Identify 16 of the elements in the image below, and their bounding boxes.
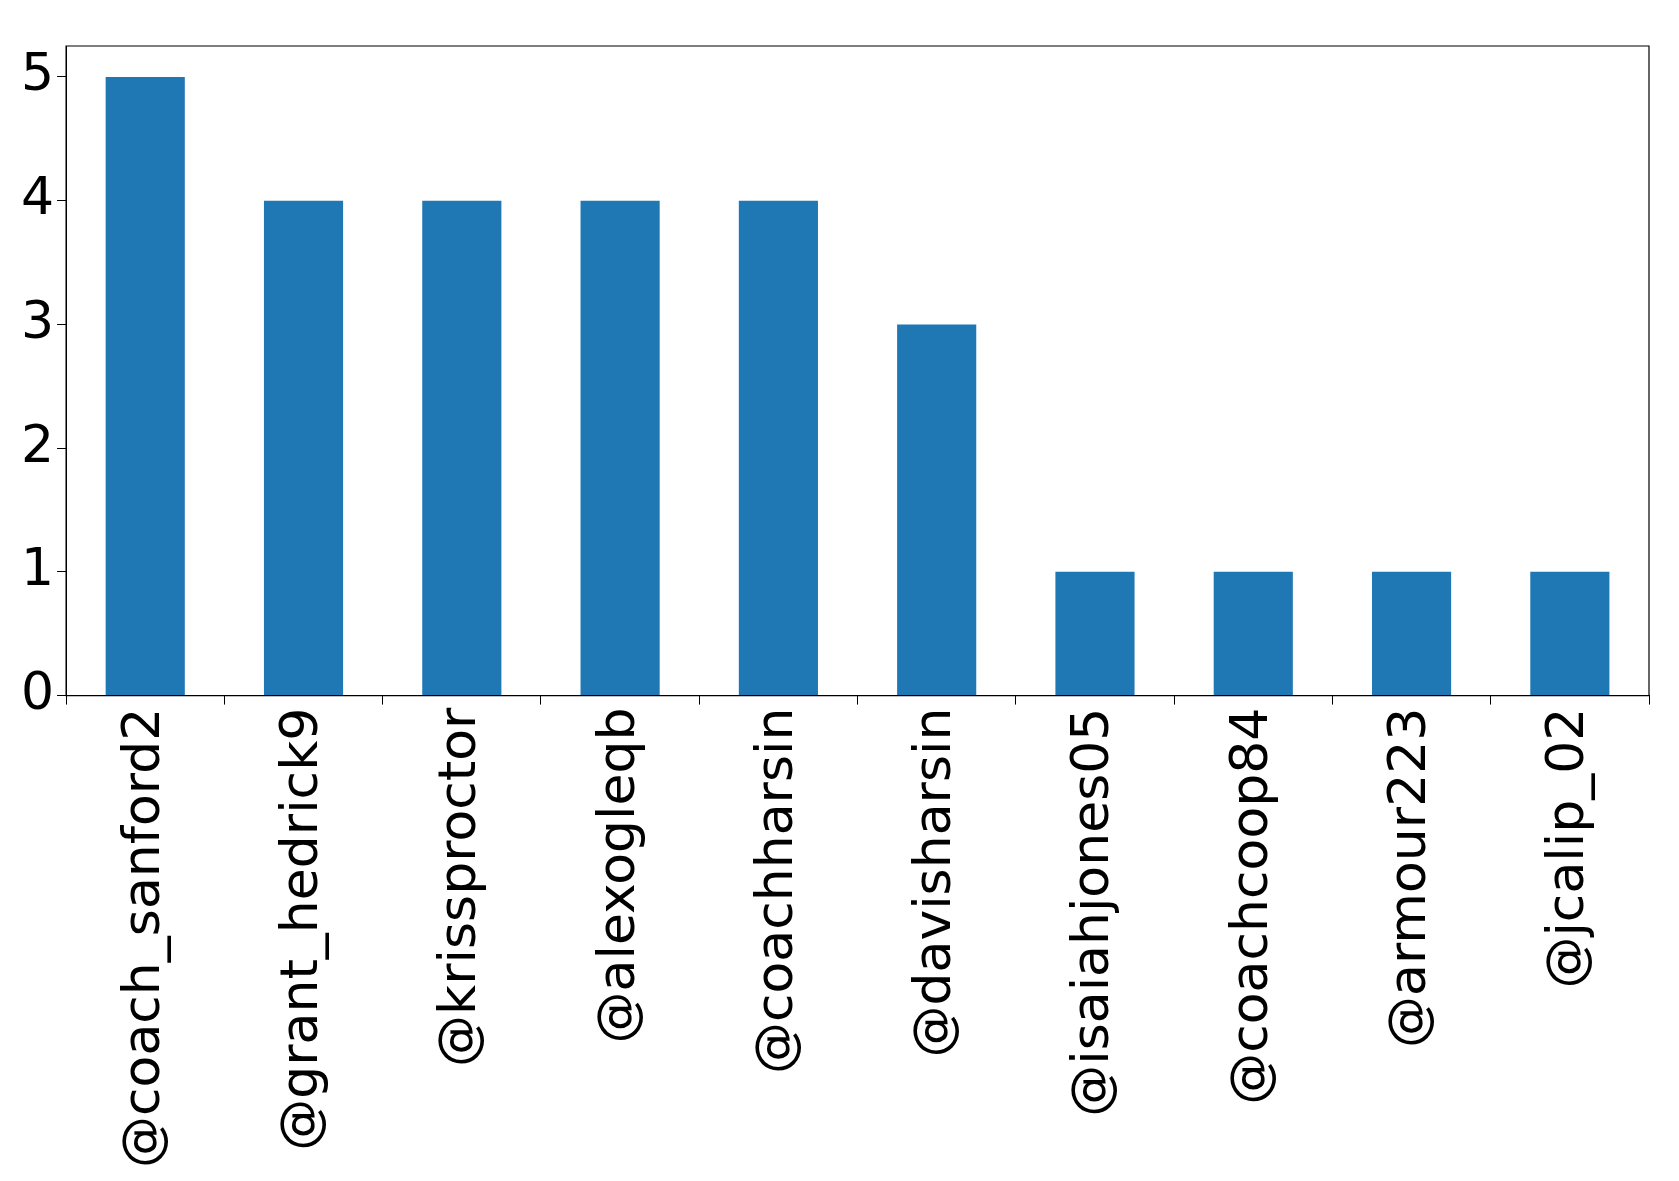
x-tick-label: @alexogleqb [585,707,646,1044]
x-tick-label: @coachcoop84 [1218,707,1279,1105]
y-tick-label: 1 [20,537,55,598]
x-tick-label: @coach_sanford2 [110,707,171,1169]
y-tick-label: 4 [20,166,55,227]
y-tick-label: 5 [20,42,55,103]
x-tick-label: @grant_hedrick9 [269,707,330,1151]
y-tick-label: 0 [20,661,55,722]
y-tick-label: 2 [20,413,55,474]
x-tick-label: @armour223 [1377,707,1438,1048]
x-tick-label: @davisharsin [902,707,963,1058]
x-tick-label: @jcalip_02 [1535,707,1596,989]
x-tick-label: @krissproctor [427,706,488,1067]
x-tick-label: @isaiahjones05 [1060,707,1121,1117]
x-tick-label: @coachharsin [743,707,804,1075]
y-tick-label: 3 [20,289,55,350]
